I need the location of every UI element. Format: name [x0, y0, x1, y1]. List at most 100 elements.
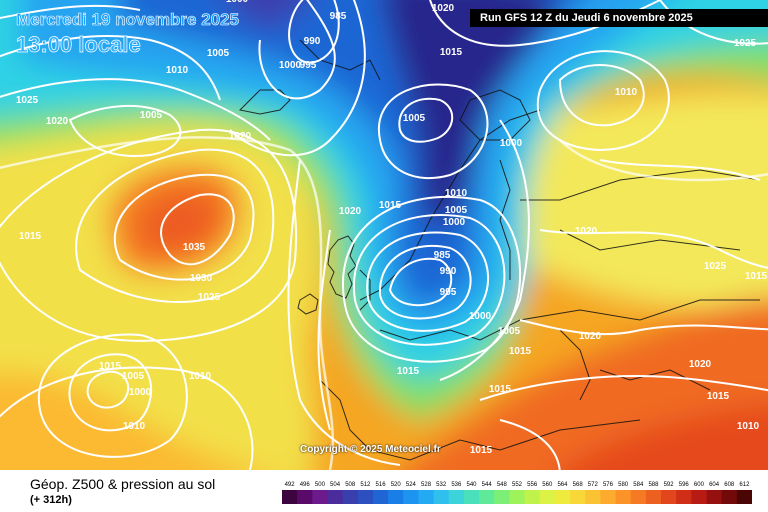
scale-tick-label: 540	[467, 482, 478, 488]
scale-tick-label: 564	[557, 482, 568, 488]
isobars	[0, 0, 768, 470]
isobar-label: 1015	[379, 200, 402, 211]
scale-tick-label: 552	[512, 482, 523, 488]
isobar-label: 1000	[279, 60, 302, 71]
pressure-label-layer: 1000985102099010151025100510009951010101…	[16, 0, 768, 456]
isobar-label: 1020	[432, 3, 455, 14]
scale-swatch	[721, 490, 738, 504]
isobar-label: 1010	[166, 65, 189, 76]
scale-swatch	[509, 490, 526, 504]
scale-swatch	[342, 490, 359, 504]
scale-swatch	[600, 490, 617, 504]
isobar-label: 1000	[443, 217, 466, 228]
scale-tick-label: 588	[648, 482, 659, 488]
isobar-label: 1020	[689, 359, 712, 370]
scale-swatch	[570, 490, 586, 504]
scale-tick-label: 596	[679, 482, 690, 488]
scale-swatch	[524, 490, 541, 504]
scale-tick-label: 576	[603, 482, 614, 488]
isobar-label: 1015	[397, 366, 420, 377]
weather-map: 1000985102099010151025100510009951010101…	[0, 0, 768, 470]
scale-swatch	[736, 490, 752, 504]
isobar-label: 1020	[46, 116, 69, 127]
isobar-label: 1020	[579, 331, 602, 342]
scale-tick-label: 572	[588, 482, 599, 488]
isobar-label: 1025	[198, 292, 221, 303]
scale-tick-label: 524	[406, 482, 417, 488]
scale-tick-label: 608	[724, 482, 735, 488]
scale-swatch	[282, 490, 298, 504]
scale-swatch	[554, 490, 571, 504]
scale-tick-label: 548	[497, 482, 508, 488]
scale-swatch	[463, 490, 480, 504]
scale-swatch	[630, 490, 647, 504]
scale-swatch	[479, 490, 495, 504]
scale-tick-label: 612	[739, 482, 750, 488]
isobar-label: 995	[300, 60, 317, 71]
scale-tick-label: 556	[527, 482, 538, 488]
isobar-label: 1005	[122, 371, 145, 382]
scale-tick-label: 496	[300, 482, 311, 488]
isobar-label: 1000	[500, 138, 523, 149]
scale-tick-label: 584	[633, 482, 644, 488]
isobar-label: 1000	[129, 387, 152, 398]
forecast-date: Mercredi 19 novembre 2025	[16, 10, 240, 30]
isobar-label: 990	[440, 266, 457, 277]
scale-swatch	[539, 490, 556, 504]
scale-tick-label: 592	[664, 482, 675, 488]
product-name: Géop. Z500 & pression au sol	[30, 476, 216, 492]
geopotential-field: 1000985102099010151025100510009951010101…	[0, 0, 768, 470]
forecast-time: 13:00 locale	[16, 32, 141, 58]
isobar-label: 1015	[509, 346, 532, 357]
scale-swatch	[357, 490, 374, 504]
isobar-label: 1010	[615, 87, 638, 98]
scale-swatch	[706, 490, 723, 504]
scale-swatch	[661, 490, 677, 504]
isobar-label: 1030	[190, 273, 213, 284]
scale-tick-label: 604	[709, 482, 720, 488]
copyright: Copyright © 2025 Meteociel.fr	[300, 444, 441, 455]
isobar-label: 1025	[734, 38, 757, 49]
scale-swatch	[645, 490, 662, 504]
scale-tick-label: 580	[618, 482, 629, 488]
forecast-lead: (+ 312h)	[30, 494, 72, 506]
scale-swatch	[615, 490, 632, 504]
isobar-label: 1020	[339, 206, 362, 217]
isobar-label: 1005	[445, 205, 468, 216]
scale-tick-label: 512	[360, 482, 371, 488]
scale-tick-label: 544	[482, 482, 493, 488]
isobar-label: 1010	[445, 188, 468, 199]
isobar-label: 1015	[19, 231, 42, 242]
isobar-label: 1005	[403, 113, 426, 124]
scale-tick-label: 500	[315, 482, 326, 488]
scale-swatch	[585, 490, 601, 504]
isobar-label: 995	[440, 287, 457, 298]
isobar-label: 1015	[440, 47, 463, 58]
isobar-label: 985	[330, 11, 347, 22]
scale-tick-label: 508	[345, 482, 356, 488]
isobar-label: 1015	[745, 271, 768, 282]
isobar-label: 1015	[470, 445, 493, 456]
isobar-label: 1020	[229, 131, 252, 142]
color-scale: 492 496 500 504 508 512 516 520 524 528 532 536 540 5…	[282, 482, 752, 504]
isobar-label: 1015	[99, 361, 122, 372]
isobar-label: 1010	[189, 371, 212, 382]
isobar-label: 1010	[737, 421, 760, 432]
isobar-label: 1025	[704, 261, 727, 272]
scale-tick-label: 492	[285, 482, 296, 488]
scale-swatch	[433, 490, 450, 504]
scale-swatch	[388, 490, 404, 504]
geopotential-contours	[0, 136, 768, 470]
scale-swatch	[494, 490, 510, 504]
scale-tick-label: 532	[436, 482, 447, 488]
scale-swatch	[312, 490, 328, 504]
scale-swatch	[297, 490, 313, 504]
scale-tick-label: 600	[694, 482, 705, 488]
coastlines	[238, 39, 761, 461]
scale-swatch	[403, 490, 419, 504]
isobar-label: 1010	[123, 421, 146, 432]
isobar-label: 1000	[469, 311, 492, 322]
isobar-label: 1025	[16, 95, 39, 106]
scale-tick-label: 520	[391, 482, 402, 488]
scale-swatch	[691, 490, 708, 504]
